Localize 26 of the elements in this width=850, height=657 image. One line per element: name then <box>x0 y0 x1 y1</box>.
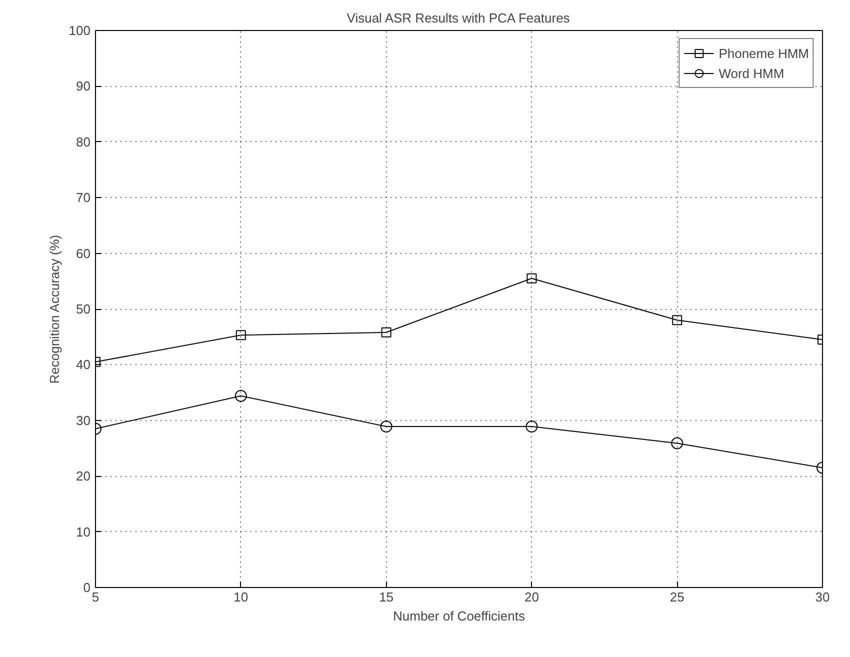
y-tick-label: 10 <box>76 524 91 540</box>
x-tick-label: 5 <box>92 590 100 604</box>
x-tick-label: 10 <box>234 590 248 604</box>
y-tick-label: 40 <box>76 357 91 372</box>
legend-label: Phoneme HMM <box>718 46 809 60</box>
legend-label: Word HMM <box>718 66 784 80</box>
point <box>526 420 538 433</box>
y-tick-label: 100 <box>68 23 91 38</box>
x-tick-label: 15 <box>379 590 394 604</box>
y-tick-label: 80 <box>76 134 91 150</box>
y-tick-label: 90 <box>76 78 91 94</box>
x-axis-title: Number of Coefficients <box>393 608 526 624</box>
y-axis-title: Recognition Accuracy (%) <box>46 234 62 384</box>
y-tick-label: 30 <box>76 412 91 428</box>
point <box>526 273 537 284</box>
x-tick-label: 30 <box>815 590 830 604</box>
point <box>381 327 392 338</box>
point <box>380 420 392 433</box>
y-tick-label: 70 <box>76 190 91 206</box>
y-tick-label: 50 <box>76 302 91 316</box>
y-tick-label: 60 <box>76 246 91 261</box>
x-tick-label: 20 <box>524 590 539 604</box>
chart-title: Visual ASR Results with PCA Features <box>346 10 570 26</box>
y-tick-label: 20 <box>76 468 91 484</box>
y-tick-label: 0 <box>83 580 91 595</box>
x-tick-label: 25 <box>670 590 684 604</box>
